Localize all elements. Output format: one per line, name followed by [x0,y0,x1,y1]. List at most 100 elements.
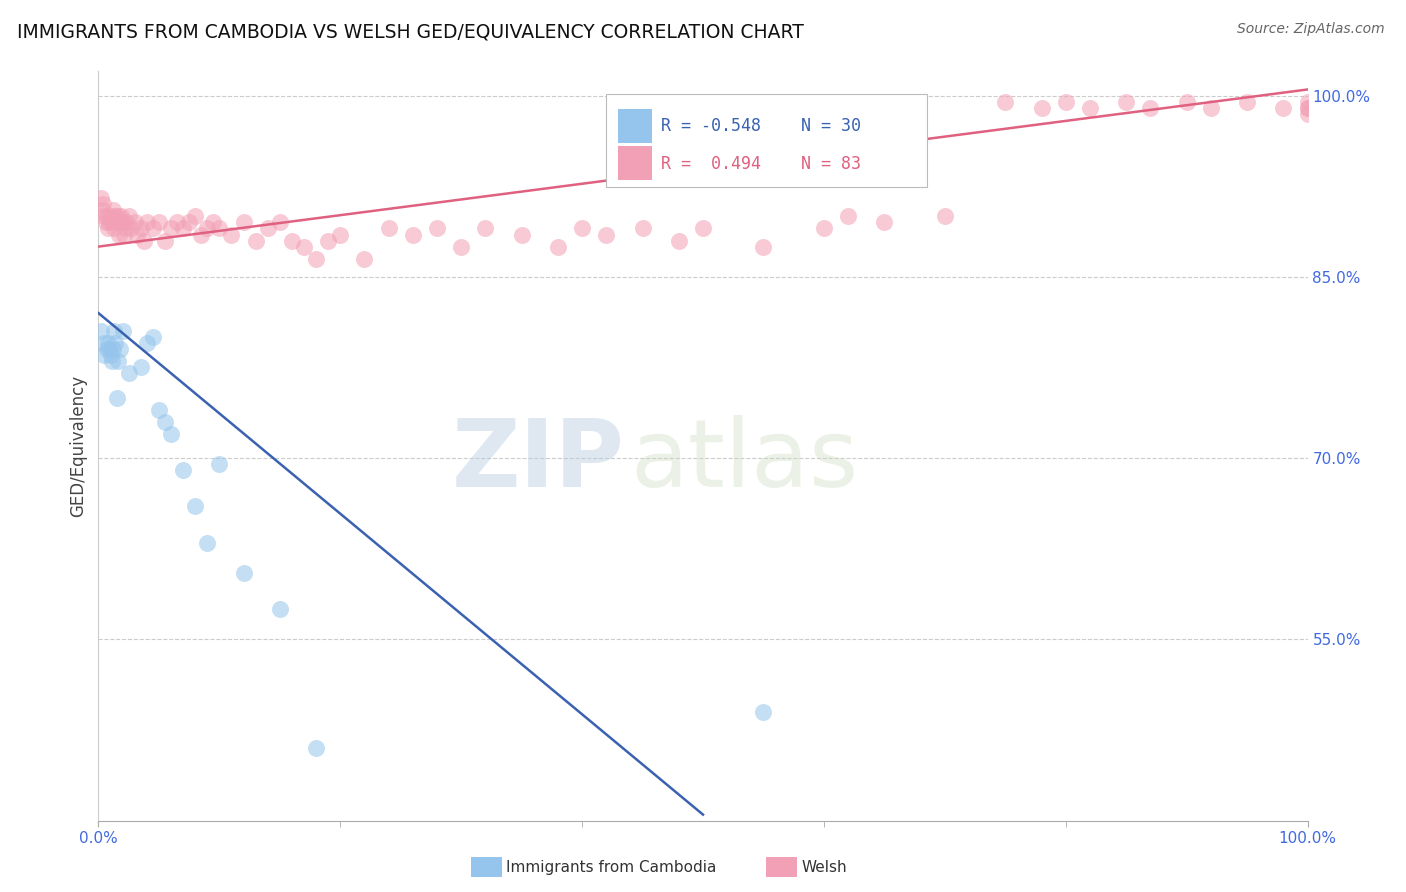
Point [90,324,112,338]
Point [135,215,157,229]
Point [98,215,121,229]
Point [292,239,315,253]
Point [153,415,176,429]
Point [124,215,146,229]
Text: Immigrants from Cambodia: Immigrants from Cambodia [506,860,717,874]
Point [1296,101,1319,115]
Point [934,210,956,224]
Point [104,210,127,224]
Point [129,221,152,235]
Point [97,221,120,235]
Point [111,215,134,229]
Point [172,463,194,477]
Point [127,227,149,242]
Point [142,330,165,344]
Point [129,360,152,375]
Point [91,203,114,218]
Point [120,221,142,235]
Point [148,402,170,417]
Point [1272,101,1295,115]
Point [595,227,617,242]
Text: R = -0.548    N = 30: R = -0.548 N = 30 [661,117,860,135]
Point [142,221,165,235]
Point [90,191,112,205]
Text: atlas: atlas [630,415,859,507]
Point [195,535,218,549]
Point [1296,106,1319,120]
Text: ZIP: ZIP [451,415,624,507]
Point [837,210,859,224]
Point [402,227,425,242]
Point [547,239,569,253]
Point [1199,101,1222,115]
Point [104,336,127,351]
Point [153,234,176,248]
Point [115,215,138,229]
Point [1031,101,1053,115]
Point [474,221,496,235]
Point [100,215,122,229]
Point [93,336,115,351]
Point [208,457,231,471]
Point [752,239,775,253]
Point [97,336,120,351]
Point [160,426,183,441]
Point [108,215,131,229]
Point [256,221,278,235]
Point [114,221,136,235]
Point [208,221,231,235]
Point [245,234,267,248]
Point [118,367,141,381]
Point [269,602,291,616]
Point [1236,95,1258,109]
Text: R =  0.494    N = 83: R = 0.494 N = 83 [661,154,860,172]
Point [1139,101,1161,115]
Point [994,95,1017,109]
Point [190,227,212,242]
Point [752,705,775,719]
Point [316,234,339,248]
Point [172,221,194,235]
Point [91,197,114,211]
Point [108,227,131,242]
Point [510,227,533,242]
Point [571,221,593,235]
Point [221,227,243,242]
Point [269,215,291,229]
Point [93,210,115,224]
Point [101,203,124,218]
Point [100,210,122,224]
Point [112,227,135,242]
Point [631,221,654,235]
Point [184,500,207,514]
Point [103,324,125,338]
Bar [619,109,652,143]
Point [179,215,201,229]
Point [108,343,131,357]
Point [105,215,128,229]
Point [329,227,352,242]
Bar [619,146,652,180]
Point [353,252,375,266]
Point [105,391,128,405]
Point [1296,101,1319,115]
Point [305,741,328,756]
Point [98,343,121,357]
Point [184,210,207,224]
Point [94,215,117,229]
Text: Source: ZipAtlas.com: Source: ZipAtlas.com [1237,22,1385,37]
Point [232,566,254,580]
Point [813,221,835,235]
Point [426,221,449,235]
Point [101,343,124,357]
Point [873,215,896,229]
Point [111,324,134,338]
Point [1175,95,1198,109]
Y-axis label: GED/Equivalency: GED/Equivalency [69,375,87,517]
Point [100,354,122,368]
Point [103,221,125,235]
Point [202,215,225,229]
Point [1296,95,1319,109]
Point [195,221,218,235]
Point [232,215,254,229]
